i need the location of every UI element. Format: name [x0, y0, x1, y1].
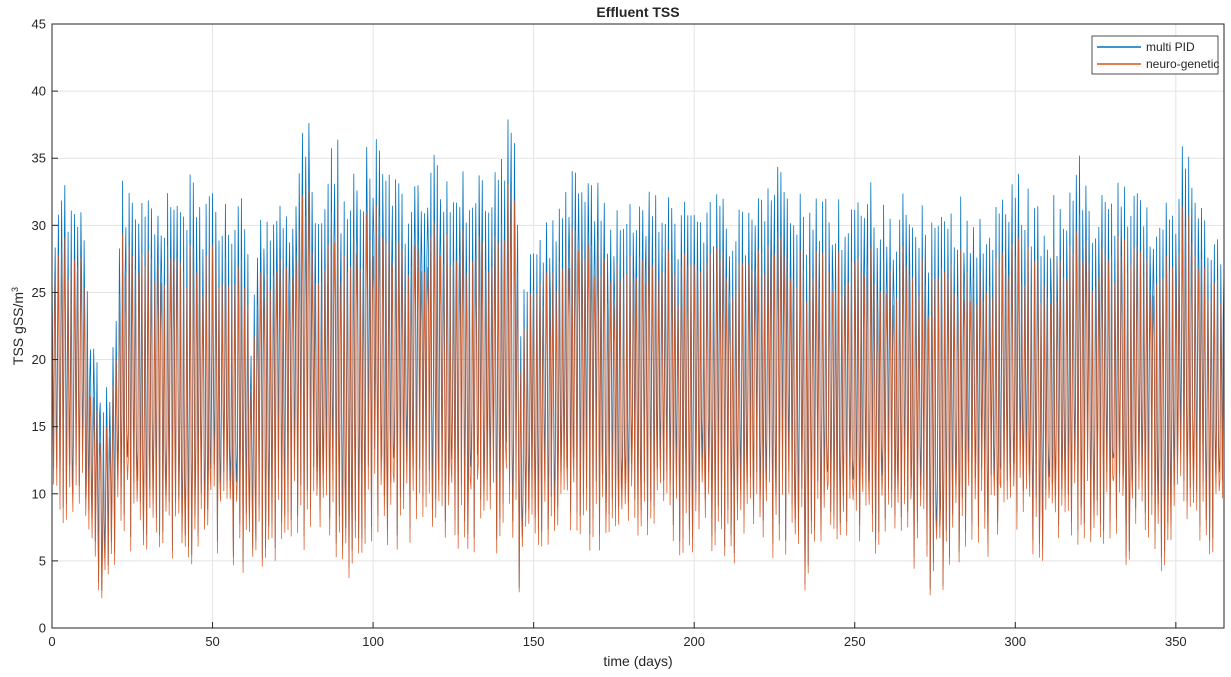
x-axis-label: time (days): [603, 653, 672, 669]
y-tick-label: 5: [39, 553, 46, 568]
legend: multi PID neuro-genetic: [1091, 35, 1219, 75]
x-tick-label: 200: [683, 634, 705, 649]
x-tick-label: 50: [205, 634, 219, 649]
x-tick-label: 350: [1165, 634, 1187, 649]
y-tick-label: 10: [32, 486, 46, 501]
legend-label-neuro-genetic: neuro-genetic: [1146, 57, 1219, 71]
legend-label-multi-pid: multi PID: [1146, 40, 1195, 54]
y-axis-label: TSS gSS/m3: [10, 287, 26, 365]
axis-ticks: 0 50 100 150 200 250 300 350 0 5 10 15 20 25 30 35 40 45: [32, 17, 1187, 650]
legend-box: [1091, 35, 1219, 75]
series-line-neuro-genetic: [51, 183, 1225, 599]
y-tick-label: 35: [32, 151, 46, 166]
x-tick-label: 250: [844, 634, 866, 649]
y-axis-label-superscript: 3: [10, 287, 20, 292]
y-tick-label: 20: [32, 352, 46, 367]
y-tick-label: 15: [32, 419, 46, 434]
y-tick-label: 40: [32, 84, 46, 99]
plot-frame: [51, 23, 1225, 629]
chart-title: Effluent TSS: [596, 4, 679, 20]
y-tick-label: 0: [39, 621, 46, 636]
x-tick-label: 0: [48, 634, 55, 649]
y-axis-label-text: TSS gSS/m: [10, 292, 26, 365]
x-tick-label: 100: [362, 634, 384, 649]
y-tick-label: 45: [32, 17, 46, 32]
series-lines: [51, 119, 1225, 599]
y-tick-label: 25: [32, 285, 46, 300]
y-tick-label: 30: [32, 218, 46, 233]
x-tick-label: 300: [1004, 634, 1026, 649]
x-tick-label: 150: [523, 634, 545, 649]
